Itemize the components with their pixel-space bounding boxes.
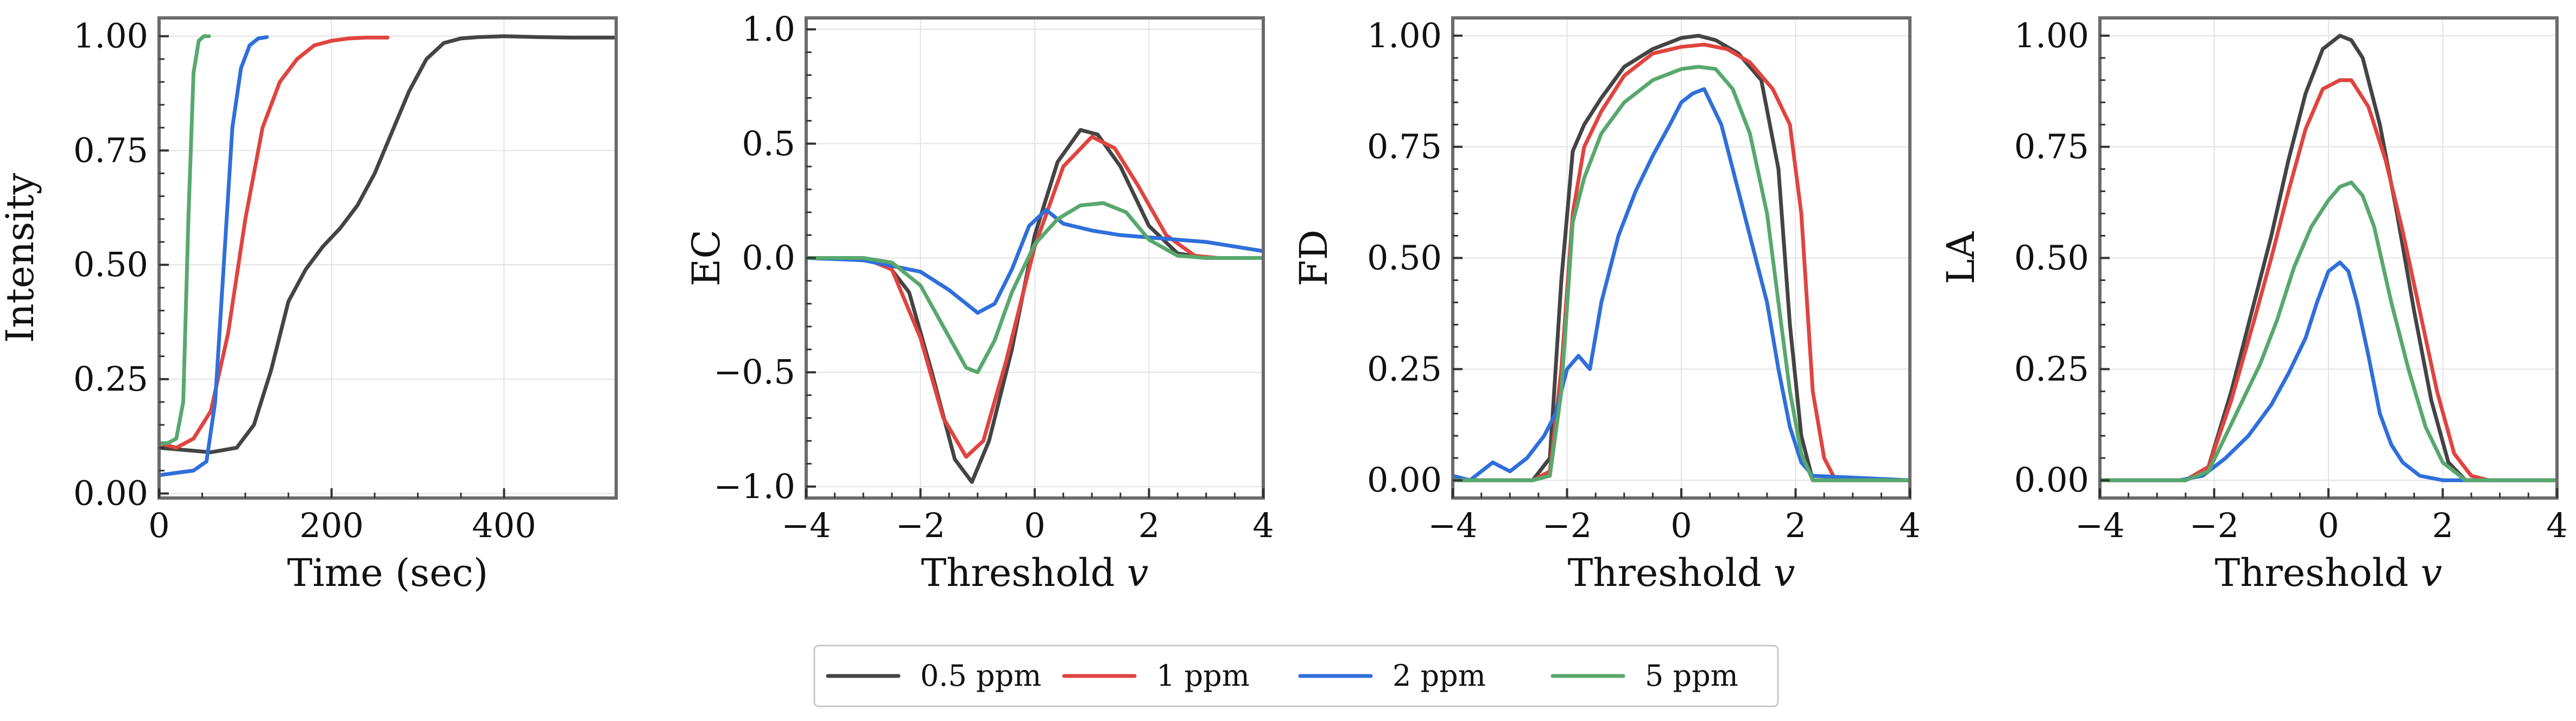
y-tick-label: 1.0 [742, 9, 795, 49]
x-tick-label: −4 [781, 506, 831, 545]
y-tick-label: 0.50 [1367, 238, 1442, 278]
x-tick-label: 200 [300, 506, 364, 545]
chart-panel-2: −4 −2 0 2 4 −1.0 −0.5 0.0 0.5 1.0 Threshold v EC [684, 9, 1274, 595]
y-tick-label: 0.00 [1367, 460, 1442, 500]
series-line-1-ppm [2100, 78, 2557, 482]
y-tick-label: −0.5 [713, 352, 795, 392]
x-tick-label: 2 [2432, 506, 2453, 545]
legend-label: 5 ppm [1645, 659, 1738, 693]
x-tick-label: 0 [1024, 506, 1045, 545]
y-tick-label: 1.00 [2014, 16, 2089, 55]
legend-box [813, 645, 1779, 707]
x-tick-label: −2 [2189, 506, 2239, 545]
legend-label: 2 ppm [1393, 659, 1486, 693]
y-tick-label: 0.5 [742, 124, 795, 163]
x-tick-label: 2 [1138, 506, 1160, 545]
y-tick-label: 0.75 [1367, 127, 1442, 167]
x-tick-label: −4 [1428, 506, 1477, 545]
chart-panel-4: −4 −2 0 2 4 0.00 0.25 0.50 0.75 1.00 Threshold v LA [1939, 16, 2568, 595]
series-line-5-ppm [806, 201, 1263, 374]
y-tick-label: 1.00 [73, 16, 148, 56]
series-line-1-ppm [159, 35, 390, 450]
x-tick-label: 0 [1670, 506, 1692, 545]
x-axis-label: Threshold v [1568, 551, 1795, 595]
y-tick-label: 0.75 [2014, 127, 2089, 167]
x-tick-label: −2 [896, 506, 945, 545]
y-axis-label: EC [684, 229, 729, 286]
y-tick-label: 0.50 [2014, 238, 2089, 278]
x-axis-label: Threshold v [2215, 551, 2442, 595]
y-tick-label: 0.25 [2014, 349, 2089, 388]
series-line-5-ppm [159, 34, 211, 445]
series-line-0-5-ppm [2100, 34, 2557, 482]
axes-frame [157, 16, 618, 500]
y-tick-label: −1.0 [713, 467, 795, 506]
y-axis-label: LA [1939, 231, 1983, 284]
x-axis-label: Threshold v [921, 551, 1149, 595]
series-line-0-5-ppm [1453, 34, 1910, 482]
x-tick-label: 4 [2546, 506, 2567, 545]
y-tick-label: 0.50 [73, 245, 148, 284]
legend: 0.5 ppm 1 ppm 2 ppm 5 ppm [813, 645, 1779, 707]
legend-label: 1 ppm [1156, 659, 1250, 693]
y-tick-label: 0.00 [2014, 460, 2089, 500]
x-tick-label: 0 [2318, 506, 2339, 545]
y-axis-label: FD [1292, 229, 1336, 286]
legend-items: 0.5 ppm 1 ppm 2 ppm 5 ppm [826, 659, 1738, 693]
y-axis-label: Intensity [0, 173, 42, 343]
x-tick-label: 2 [1785, 506, 1806, 545]
x-tick-label: −2 [1542, 506, 1592, 545]
y-tick-label: 0.25 [73, 359, 148, 399]
legend-label: 0.5 ppm [920, 659, 1041, 693]
series-line-2-ppm [159, 35, 269, 477]
y-tick-label: 1.00 [1367, 16, 1442, 55]
y-tick-label: 0.25 [1367, 349, 1442, 388]
series-line-5-ppm [1453, 65, 1910, 482]
series-line-5-ppm [2100, 180, 2557, 482]
y-tick-label: 0.00 [73, 474, 148, 513]
series-line-2-ppm [1453, 87, 1910, 482]
x-tick-label: 0 [148, 506, 169, 545]
series-line-0-5-ppm [159, 34, 616, 455]
x-tick-label: 4 [1252, 506, 1274, 545]
x-axis-label: Time (sec) [287, 551, 488, 595]
y-tick-label: 0.0 [742, 238, 795, 278]
chart-panel-3: −4 −2 0 2 4 0.00 0.25 0.50 0.75 1.00 Threshold v FD [1292, 16, 1921, 595]
x-tick-label: 400 [472, 506, 536, 545]
x-tick-label: −4 [2075, 506, 2124, 545]
x-tick-label: 4 [1899, 506, 1920, 545]
series-line-2-ppm [2100, 260, 2557, 482]
chart-panel-1: 0 200 400 0.00 0.25 0.50 0.75 1.00 Time (sec) Int… [0, 16, 618, 595]
y-tick-label: 0.75 [73, 130, 148, 170]
series-line-2-ppm [806, 208, 1263, 315]
